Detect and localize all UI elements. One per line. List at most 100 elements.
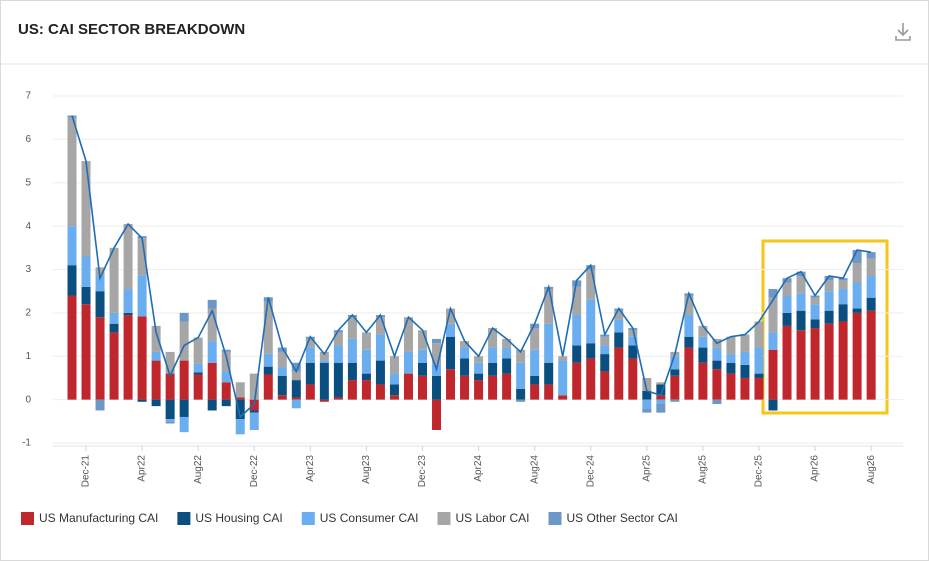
bar-segment [502, 338, 512, 348]
bar-segment [193, 372, 203, 375]
bar-segment [432, 338, 442, 344]
bar-segment [810, 319, 820, 329]
y-tick-label: 2 [25, 308, 31, 319]
bar-segment [586, 269, 596, 300]
bar-segment [810, 297, 820, 305]
bar-segment [277, 375, 287, 396]
bar-segment [838, 289, 848, 305]
bar-segment [600, 371, 610, 400]
bar-segment [193, 374, 203, 400]
bar-segment [221, 371, 231, 383]
bar-segment [670, 356, 680, 370]
bar-segment [488, 328, 498, 348]
x-tick-label: Apr25 [641, 455, 652, 482]
bar-segment [109, 247, 119, 313]
bar-segment [838, 280, 848, 290]
bar-segment [432, 399, 442, 430]
bar-segment [796, 293, 806, 311]
bar-segment [235, 399, 245, 420]
bar-segment [810, 304, 820, 320]
bar-segment [81, 286, 91, 305]
bar-segment [754, 321, 764, 348]
bar-segment [796, 310, 806, 331]
bar-segment [502, 347, 512, 359]
bar-segment [361, 349, 371, 374]
bar-segment [319, 399, 329, 402]
bar-segment [544, 289, 554, 324]
bar-segment [123, 223, 133, 290]
legend-label: US Manufacturing CAI [39, 511, 158, 525]
bar-segment [768, 399, 778, 411]
bar-segment [502, 358, 512, 374]
bar-segment [305, 347, 315, 363]
bar-segment [207, 362, 217, 400]
bar-segment [263, 366, 273, 375]
y-tick-label: 4 [25, 221, 31, 232]
bar-segment [866, 258, 876, 277]
legend-swatch [437, 512, 451, 525]
bar-segment [179, 416, 189, 433]
bar-segment [263, 374, 273, 400]
y-tick-label: 3 [25, 264, 31, 275]
x-tick-label: Apr23 [305, 455, 316, 482]
bar-segment [852, 308, 862, 313]
x-tick-label: Aug24 [529, 455, 540, 484]
bar-segment [235, 419, 245, 435]
bar-segment [403, 373, 413, 400]
bar-segment [572, 286, 582, 316]
bar-segment [824, 310, 834, 324]
bar-segment [474, 356, 484, 363]
bar-segment [642, 408, 652, 413]
legend-swatch [301, 512, 315, 525]
bar-segment [165, 399, 175, 420]
bar-segment [418, 375, 427, 400]
bar-segment [782, 282, 792, 296]
bar-segment [740, 377, 750, 400]
x-tick-label: Dec-24 [585, 455, 596, 488]
legend-label: US Labor CAI [455, 511, 529, 525]
bar-segment [165, 373, 175, 400]
legend-swatch [21, 512, 34, 525]
bar-segment [375, 360, 385, 385]
bar-segment [221, 382, 231, 400]
bar-segment [193, 363, 203, 373]
bar-segment [305, 362, 315, 385]
bar-segment [488, 375, 498, 400]
bar-segment [109, 332, 119, 400]
bar-segment [684, 336, 694, 348]
bar-segment [67, 295, 77, 400]
download-icon[interactable] [895, 23, 911, 41]
bar-segment [824, 280, 834, 292]
bar-segment [530, 349, 540, 376]
bar-segment [810, 328, 820, 400]
bar-segment [698, 336, 708, 348]
bar-segment [530, 328, 540, 350]
y-tick-label: 1 [25, 351, 31, 362]
bar-segment [502, 373, 512, 400]
bar-segment [614, 347, 624, 400]
bar-segment [389, 373, 399, 385]
bar-segment [277, 347, 287, 352]
bar-segment [109, 312, 119, 324]
bar-segment [81, 256, 91, 287]
bar-segment [263, 301, 273, 354]
bar-segment [137, 399, 147, 402]
bar-segment [333, 345, 343, 363]
bar-segment [418, 330, 427, 350]
bar-segment [866, 276, 876, 298]
bar-segment [768, 289, 778, 298]
y-tick-label: 0 [25, 394, 31, 405]
bar-segment [768, 349, 778, 400]
bar-segment [838, 304, 848, 322]
bar-segment [123, 315, 133, 400]
bar-segment [389, 384, 399, 396]
bar-segment [726, 373, 736, 400]
bar-segment [165, 351, 175, 374]
bar-segment [600, 354, 610, 372]
bar-segment [530, 384, 540, 400]
bar-segment [852, 249, 862, 263]
bar-segment [418, 349, 427, 363]
bar-segment [684, 295, 694, 316]
